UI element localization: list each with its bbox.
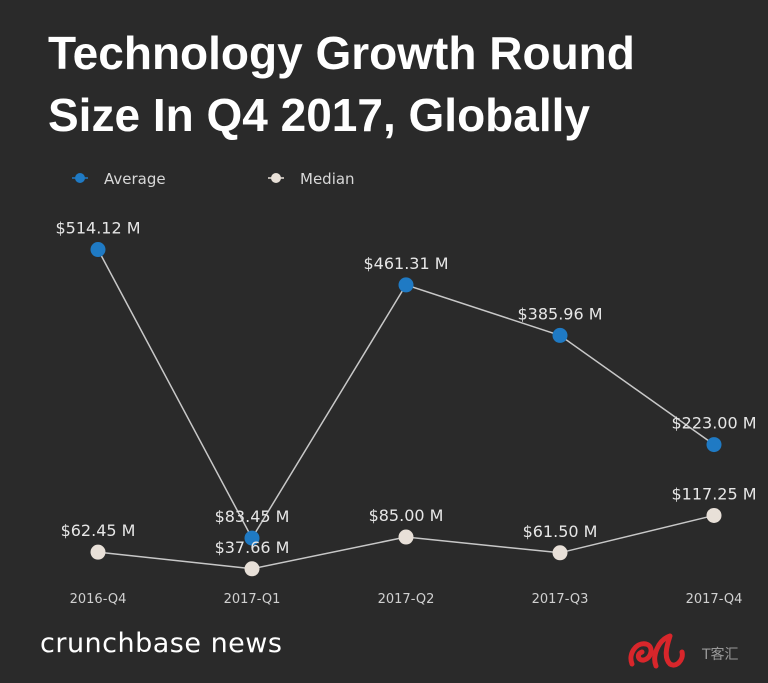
x-tick-label-2016-q4: 2016-Q4: [70, 592, 127, 607]
legend-marker-average: [75, 173, 85, 183]
brand-logo: crunchbase news: [40, 628, 283, 659]
legend: Average Median: [72, 170, 355, 188]
x-tick-label-2017-q4: 2017-Q4: [686, 592, 743, 607]
x-tick-label-2017-q3: 2017-Q3: [532, 592, 589, 607]
point-median-2017-q1: [244, 561, 260, 577]
x-tick-label-2017-q2: 2017-Q2: [378, 592, 435, 607]
data-points: [90, 242, 722, 577]
data-label-average-2016-q4: $514.12 M: [55, 219, 140, 238]
series-line-average: [97, 249, 715, 540]
chart-title: Technology Growth Round Size In Q4 2017,…: [48, 27, 635, 141]
x-tick-label-2017-q1: 2017-Q1: [224, 592, 281, 607]
data-label-average-2017-q3: $385.96 M: [517, 304, 602, 323]
legend-label-average: Average: [104, 170, 166, 188]
point-average-2016-q4: [90, 242, 106, 258]
legend-marker-median: [271, 173, 281, 183]
line-chart: Average Median $514.12 M $83.45 M $461.31 M…: [55, 170, 756, 607]
data-labels: $514.12 M $83.45 M $461.31 M $385.96 M $223.…: [55, 219, 756, 557]
point-median-2017-q2: [398, 529, 414, 545]
data-label-median-2017-q1: $37.66 M: [215, 538, 290, 557]
data-label-average-2017-q4: $223.00 M: [671, 414, 756, 433]
watermark-logo-icon: [628, 633, 685, 669]
data-label-average-2017-q1: $83.45 M: [215, 507, 290, 526]
data-label-median-2017-q3: $61.50 M: [523, 522, 598, 541]
data-label-average-2017-q2: $461.31 M: [363, 254, 448, 273]
point-median-2017-q4: [706, 507, 722, 523]
data-label-median-2016-q4: $62.45 M: [61, 521, 136, 540]
x-axis: 2016-Q4 2017-Q1 2017-Q2 2017-Q3 2017-Q4: [70, 592, 743, 607]
watermark-text: T客汇: [702, 647, 739, 663]
data-label-median-2017-q2: $85.00 M: [369, 506, 444, 525]
point-average-2017-q4: [706, 437, 722, 453]
point-median-2016-q4: [90, 544, 106, 560]
point-average-2017-q2: [398, 277, 414, 293]
point-median-2017-q3: [552, 545, 568, 561]
point-average-2017-q3: [552, 327, 568, 343]
legend-label-median: Median: [300, 170, 355, 188]
data-label-median-2017-q4: $117.25 M: [671, 484, 756, 503]
point-average-2017-q1: [244, 530, 260, 546]
